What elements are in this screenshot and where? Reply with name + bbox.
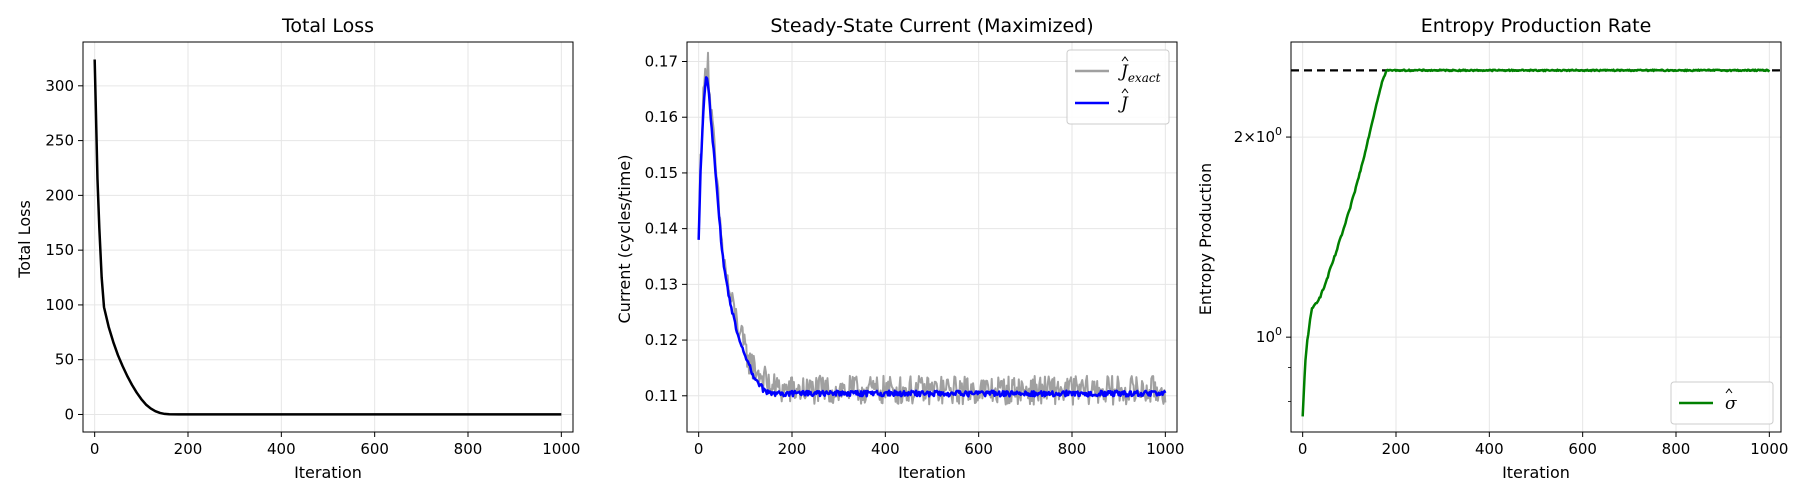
series-line-0-0 bbox=[93, 59, 562, 416]
x-tick-label: 200 bbox=[778, 440, 807, 458]
x-tick-label: 400 bbox=[1475, 440, 1504, 458]
current-x-label: Iteration bbox=[898, 463, 966, 482]
y-tick-label: 0.16 bbox=[645, 108, 678, 126]
hat-accent bbox=[1725, 388, 1733, 394]
legend-box bbox=[1066, 49, 1170, 125]
current-panel: Steady-State Current (Maximized) Iterati… bbox=[615, 15, 1184, 482]
y-tick-label: 150 bbox=[45, 241, 74, 259]
x-tick-label: 0 bbox=[694, 440, 704, 458]
x-tick-label: 1000 bbox=[542, 440, 580, 458]
x-tick-label: 600 bbox=[964, 440, 993, 458]
current-y-label: Current (cycles/time) bbox=[615, 155, 634, 324]
y-tick-label: 0.12 bbox=[645, 331, 678, 349]
legend-entry: J bbox=[1118, 94, 1129, 114]
x-tick-label: 0 bbox=[1298, 440, 1308, 458]
series-line-1-1 bbox=[697, 76, 1167, 398]
plot-frame bbox=[82, 41, 574, 433]
x-tick-label: 0 bbox=[90, 440, 100, 458]
y-tick-label: 100 bbox=[45, 296, 74, 314]
total-loss-y-label: Total Loss bbox=[15, 200, 34, 279]
plot-frame bbox=[686, 41, 1178, 433]
y-tick-label: 50 bbox=[55, 351, 74, 369]
x-tick-label: 400 bbox=[267, 440, 296, 458]
x-tick-label: 800 bbox=[1058, 440, 1087, 458]
y-tick-label: 0.14 bbox=[645, 220, 678, 238]
y-tick-label: 0.15 bbox=[645, 164, 678, 182]
y-tick-label: 0 bbox=[64, 405, 74, 423]
entropy-y-label: Entropy Production bbox=[1196, 163, 1215, 315]
legend: Jexact J bbox=[1066, 49, 1170, 125]
y-tick-label: 300 bbox=[45, 77, 74, 95]
x-tick-label: 1000 bbox=[1750, 440, 1788, 458]
series-line-1-0 bbox=[697, 51, 1167, 406]
total-loss-panel: Total Loss Iteration Total Loss 0 200 400 6… bbox=[15, 15, 580, 482]
x-tick-label: 600 bbox=[360, 440, 389, 458]
series-line-2-0 bbox=[1301, 68, 1771, 417]
x-tick-label: 600 bbox=[1568, 440, 1597, 458]
total-loss-x-label: Iteration bbox=[294, 463, 362, 482]
y-tick-label: 200 bbox=[45, 186, 74, 204]
entropy-panel: Entropy Production Rate Iteration Entrop… bbox=[1196, 15, 1788, 482]
y-tick-label: 100 bbox=[1256, 325, 1282, 346]
legend-box bbox=[1670, 381, 1774, 425]
y-tick-label: 2×100 bbox=[1234, 125, 1282, 146]
legend-entry: Jexact bbox=[1118, 62, 1161, 85]
x-tick-label: 200 bbox=[1382, 440, 1411, 458]
entropy-title: Entropy Production Rate bbox=[1421, 15, 1652, 37]
x-tick-label: 1000 bbox=[1146, 440, 1184, 458]
legend: σ bbox=[1670, 381, 1774, 425]
x-tick-label: 200 bbox=[174, 440, 203, 458]
x-tick-label: 400 bbox=[871, 440, 900, 458]
x-tick-label: 800 bbox=[1662, 440, 1691, 458]
current-title: Steady-State Current (Maximized) bbox=[770, 15, 1093, 37]
y-tick-label: 0.13 bbox=[645, 275, 678, 293]
entropy-x-label: Iteration bbox=[1502, 463, 1570, 482]
y-tick-label: 0.11 bbox=[645, 387, 678, 405]
plot-frame bbox=[1290, 41, 1782, 433]
hat-accent bbox=[1121, 88, 1129, 94]
total-loss-title: Total Loss bbox=[281, 15, 374, 37]
x-tick-label: 800 bbox=[454, 440, 483, 458]
y-tick-label: 250 bbox=[45, 132, 74, 150]
y-tick-label: 0.17 bbox=[645, 53, 678, 71]
legend-entry: σ bbox=[1725, 394, 1737, 414]
hat-accent bbox=[1121, 56, 1129, 62]
